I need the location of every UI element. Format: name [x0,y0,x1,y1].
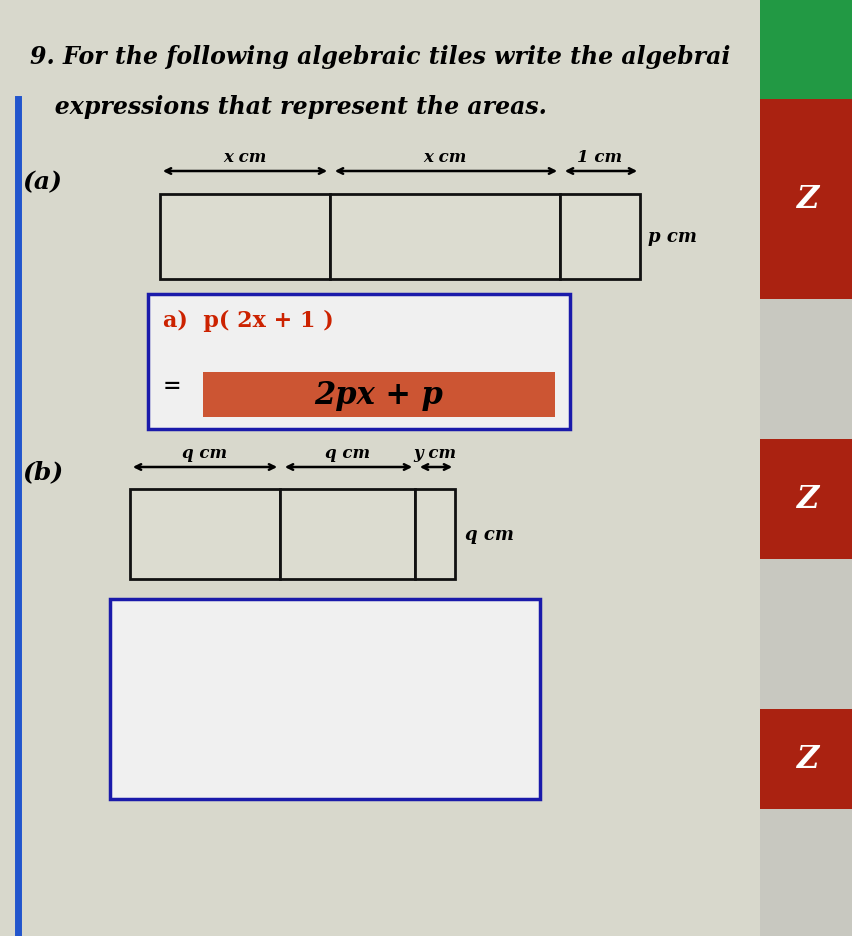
Text: Z: Z [795,744,817,775]
Bar [560,195,639,280]
Bar [415,490,454,579]
Text: 9. For the following algebraic tiles write the algebrai: 9. For the following algebraic tiles wri… [30,45,729,69]
Bar [759,100,852,300]
Bar [759,709,852,809]
Text: 2px + p: 2px + p [314,380,443,411]
Text: x cm: x cm [423,149,466,166]
Text: a)  p( 2x + 1 ): a) p( 2x + 1 ) [163,310,333,331]
Text: q cm: q cm [325,445,370,461]
Text: x cm: x cm [223,149,267,166]
Text: =: = [163,374,181,397]
FancyBboxPatch shape [0,0,759,936]
Bar [160,195,330,280]
Bar [330,195,560,280]
Bar [279,490,415,579]
Text: 1 cm: 1 cm [577,149,622,166]
Text: (a): (a) [22,169,62,194]
Text: p cm: p cm [648,228,696,246]
Text: Z: Z [795,184,817,215]
Text: expressions that represent the areas.: expressions that represent the areas. [30,95,546,119]
Bar [203,373,555,417]
Text: (b): (b) [22,460,63,484]
Bar [110,599,539,799]
Text: Z: Z [795,484,817,515]
Text: q cm: q cm [182,445,227,461]
Bar [759,0,852,100]
Bar [130,490,279,579]
Bar [759,440,852,560]
Text: y cm: y cm [413,445,456,461]
Bar [148,295,569,430]
Text: q cm: q cm [464,525,513,544]
